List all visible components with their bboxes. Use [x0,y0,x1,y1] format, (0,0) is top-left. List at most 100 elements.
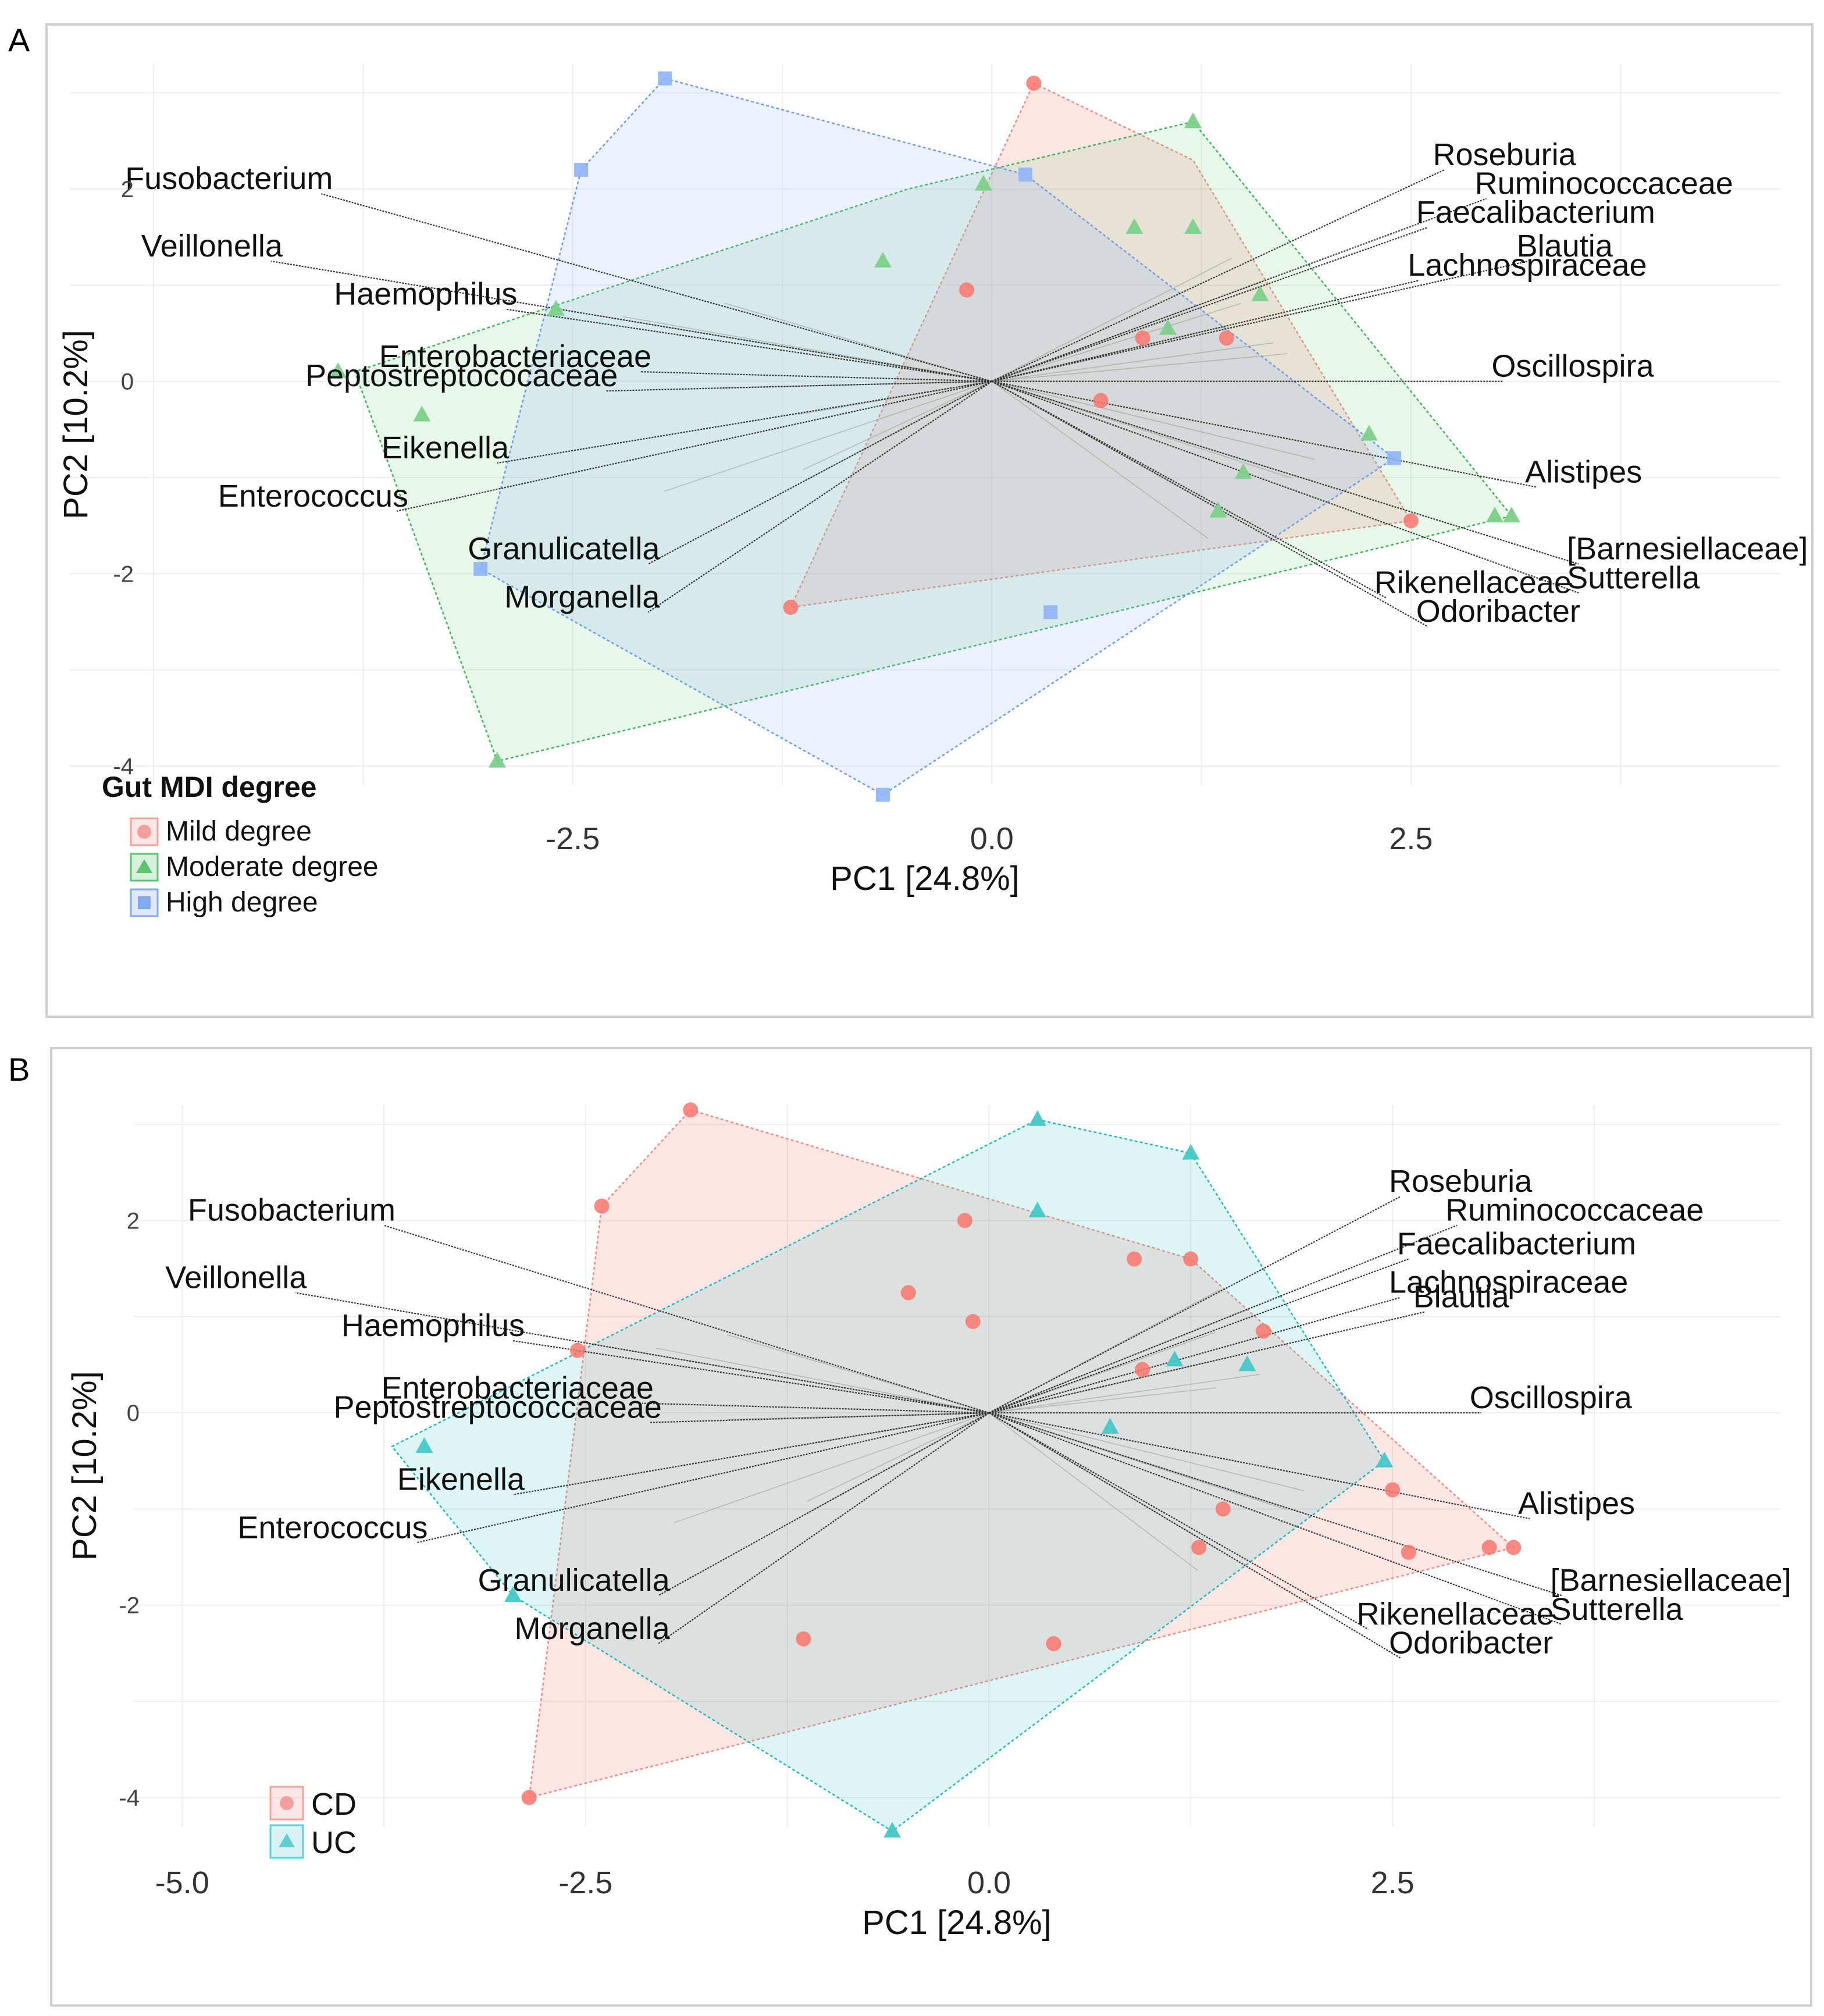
legend-title: Gut MDI degree [102,771,316,803]
data-point-cd [1135,1362,1150,1377]
loading-line [992,380,1537,488]
loading-ray [989,1412,1305,1491]
x-tick-label: -5.0 [155,1865,209,1900]
loading-line [989,1412,1562,1597]
data-point-moderate-degree [489,751,506,768]
data-point-high-degree [473,562,488,576]
loading-line [658,1412,990,1644]
loading-line [991,169,1445,382]
loading-line [989,1224,1458,1414]
data-point-mild-degree [1135,330,1150,346]
loading-label: [Barnesiellaceae] [1550,1563,1791,1598]
loading-label: Veillonella [165,1260,307,1295]
legend-label: Mild degree [166,816,312,847]
data-point-moderate-degree [413,405,431,422]
loading-label: Blautia [1517,229,1613,263]
loading-label: Oscillospira [1491,349,1654,384]
data-point-uc [1028,1110,1046,1126]
loading-label: Fusobacterium [125,161,333,196]
hull-moderate-degree [354,120,1513,763]
loading-ray [992,302,1241,382]
loading-label: Alistipes [1525,454,1642,489]
loading-line [992,260,1529,382]
loading-label: Enterococcus [218,479,408,514]
data-point-high-degree [875,788,890,802]
loading-line [512,1412,989,1495]
data-point-cd [521,1790,537,1805]
data-point-mild-degree [1403,513,1419,529]
legend-marker [138,896,151,909]
data-point-uc [1101,1417,1119,1434]
data-point-moderate-degree [1209,501,1227,518]
panel-b-frame [50,1047,1812,2007]
y-tick-label: -4 [119,1785,140,1811]
loading-line [989,1412,1530,1520]
data-point-cd [1506,1540,1522,1555]
loading-label: Rikenellaceae [1357,1597,1554,1632]
data-point-uc [1238,1355,1256,1372]
loading-line [658,1412,990,1597]
data-point-uc [1166,1351,1184,1367]
data-point-moderate-degree [329,362,347,379]
y-tick-label: -2 [113,561,134,587]
data-point-uc [504,1586,522,1602]
loading-line [991,380,1387,599]
data-point-moderate-degree [1159,319,1177,335]
loading-label: Lachnospiraceae [1389,1265,1628,1300]
data-point-mild-degree [1219,330,1234,346]
loading-label: Enterobacteriaceae [382,1371,654,1406]
loading-line [639,371,992,382]
loading-label: Rikenellaceae [1374,565,1572,600]
panel-a-letter: A [8,22,30,58]
y-tick-label: 0 [127,1401,140,1426]
loading-line [988,1412,1401,1659]
y-tick-label: 2 [121,177,134,202]
data-point-moderate-degree [1502,507,1520,523]
x-tick-label: 2.5 [1389,821,1433,856]
data-point-moderate-degree [1251,285,1269,301]
y-tick-label: 2 [127,1208,140,1234]
data-point-cd [594,1198,610,1214]
loading-line [991,380,1579,594]
loading-ray [802,380,992,471]
data-point-high-degree [1043,605,1058,619]
data-point-cd [1046,1636,1061,1651]
data-point-uc [1376,1451,1394,1468]
data-point-cd [1183,1251,1199,1267]
loading-label: Oscillospira [1470,1380,1633,1415]
x-axis-title: PC1 [24.8%] [862,1904,1052,1942]
panel-a-frame [45,23,1814,1018]
data-point-cd [1191,1540,1207,1555]
loading-line [991,227,1428,382]
loading-ray [989,1374,1260,1413]
x-tick-label: 0.0 [970,821,1014,856]
loading-ray [992,353,1287,382]
loading-line [606,380,992,392]
loading-label: Granulicatella [478,1563,671,1598]
data-point-high-degree [658,71,672,86]
loading-line [991,380,1579,565]
loading-label: Alistipes [1518,1486,1635,1521]
loading-label: Veillonella [141,229,283,263]
y-axis-title: PC2 [10.2%] [57,330,95,519]
loading-ray [992,342,1273,382]
data-point-moderate-degree [547,300,565,316]
loading-label: Enterobacteriaceae [379,339,651,374]
data-point-high-degree [1018,168,1032,182]
data-point-moderate-degree [1184,112,1202,129]
hull-cd [528,1109,1515,1799]
y-axis-title: PC2 [10.2%] [66,1371,104,1561]
loading-line [647,380,992,613]
data-point-cd [796,1631,811,1647]
loading-label: Faecalibacterium [1416,195,1655,230]
x-tick-label: -2.5 [546,821,600,856]
data-point-high-degree [1387,451,1402,465]
legend-label: UC [311,1825,357,1860]
loading-line [396,380,992,512]
loading-label: Eikenella [382,430,510,465]
legend-label: CD [311,1787,357,1822]
loading-line [647,380,992,565]
loading-label: Lachnospiraceae [1408,248,1647,283]
